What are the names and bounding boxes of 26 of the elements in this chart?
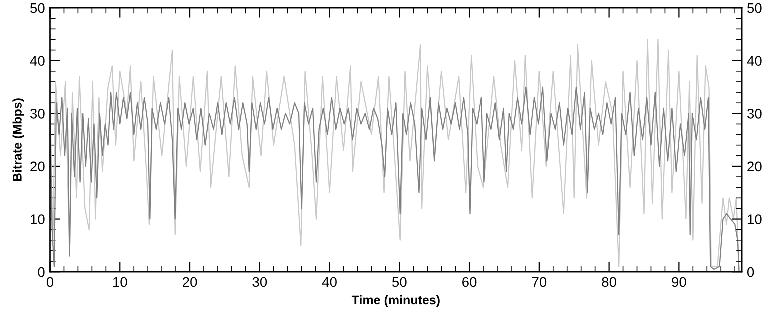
x-axis-title: Time (minutes) <box>352 295 440 308</box>
line-series <box>50 39 740 272</box>
x-tick-label: 50 <box>392 277 407 288</box>
x-tick-label: 30 <box>252 277 268 288</box>
line-series <box>50 86 740 272</box>
y-tick-label: 10 <box>30 214 45 224</box>
y-tick-label: 0 <box>38 267 45 278</box>
y-axis-title: Bitrate (Mbps) <box>12 98 24 182</box>
y2-tick-label: 40 <box>747 56 762 66</box>
y-tick-label: 20 <box>30 162 45 172</box>
x-tick-label: 0 <box>46 277 54 288</box>
y2-tick-label: 10 <box>748 214 762 224</box>
x-tick-label: 60 <box>462 277 477 288</box>
y2-tick-label: 50 <box>747 3 762 14</box>
y-tick-label: 40 <box>30 56 45 66</box>
x-tick-label: 80 <box>602 277 616 288</box>
x-tick-label: 90 <box>672 277 686 288</box>
x-tick-label: 20 <box>182 277 198 288</box>
x-tick-label: 40 <box>322 277 337 288</box>
y-tick-label: 30 <box>30 109 45 119</box>
x-tick-label: 10 <box>113 277 128 288</box>
y-tick-label: 50 <box>30 3 45 14</box>
y2-tick-label: 30 <box>747 109 762 119</box>
y2-tick-label: 0 <box>747 267 754 278</box>
y2-tick-label: 20 <box>748 162 762 172</box>
x-tick-label: 70 <box>532 277 547 288</box>
